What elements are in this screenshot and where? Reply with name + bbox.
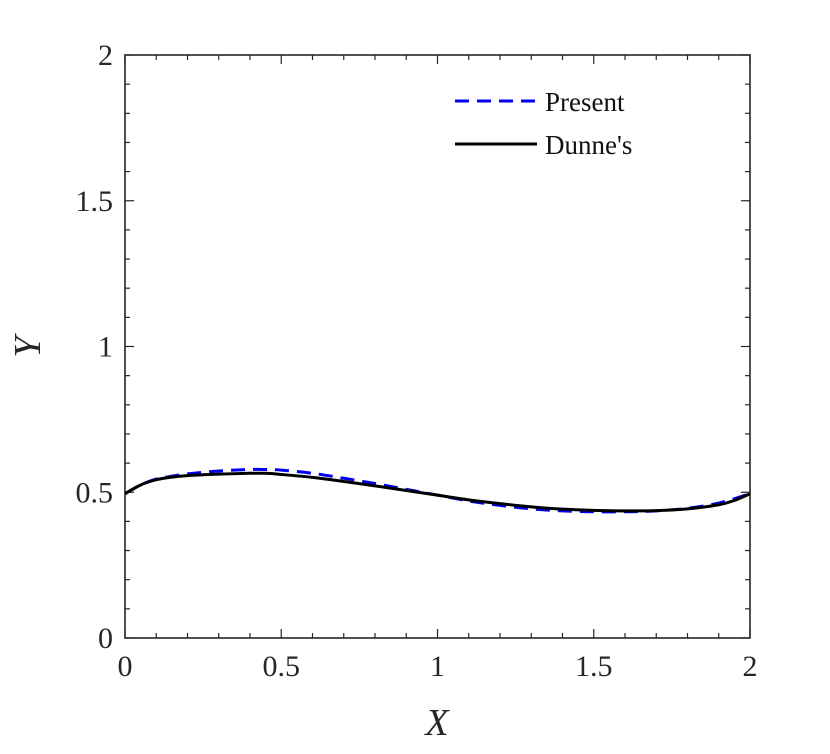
y-axis-label: Y <box>7 333 49 358</box>
y-tick-label: 2 <box>98 39 113 72</box>
legend-label-present: Present <box>545 87 625 117</box>
tick-marks <box>124 54 751 639</box>
y-tick-label: 1.5 <box>76 185 114 218</box>
x-tick-label: 1.5 <box>575 650 613 683</box>
y-tick-label: 0 <box>98 622 113 655</box>
legend-label-dunnes: Dunne's <box>545 130 632 160</box>
tick-labels: 0 0.5 1 1.5 2 0 0.5 1 1.5 2 <box>76 39 758 683</box>
x-tick-label: 0 <box>118 650 133 683</box>
x-tick-label: 2 <box>743 650 758 683</box>
plot-area <box>124 54 751 639</box>
x-tick-label: 0.5 <box>263 650 301 683</box>
legend: Present Dunne's <box>455 87 632 160</box>
y-tick-label: 0.5 <box>76 476 114 509</box>
series-dunnes-line <box>124 471 751 513</box>
series-layer <box>124 467 751 514</box>
x-tick-label: 1 <box>430 650 445 683</box>
y-tick-label: 1 <box>98 331 113 364</box>
x-axis-label: X <box>423 702 450 744</box>
